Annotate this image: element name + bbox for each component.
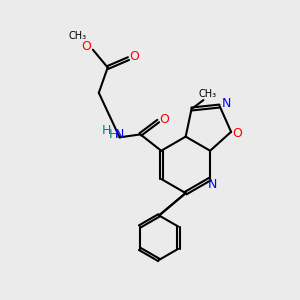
Text: O: O xyxy=(81,40,91,53)
Text: N: N xyxy=(208,178,217,191)
Text: O: O xyxy=(129,50,139,63)
Text: O: O xyxy=(233,127,243,140)
Text: H: H xyxy=(101,124,111,137)
Text: N: N xyxy=(114,128,124,141)
Text: H: H xyxy=(108,128,118,141)
Text: O: O xyxy=(159,113,169,126)
Text: N: N xyxy=(221,97,231,110)
Text: CH₃: CH₃ xyxy=(69,31,87,41)
Text: CH₃: CH₃ xyxy=(199,89,217,99)
